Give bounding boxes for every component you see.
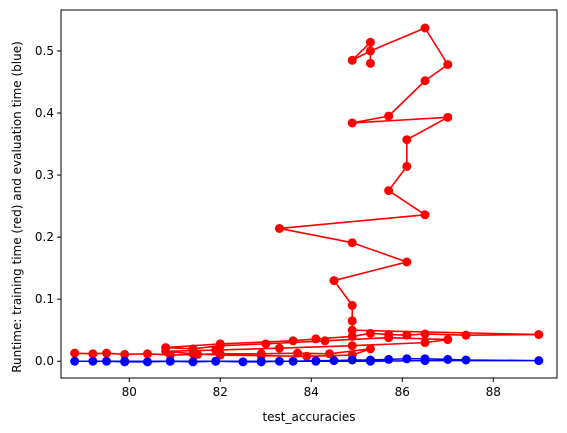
data-point xyxy=(347,316,357,326)
data-point xyxy=(329,276,339,286)
data-point xyxy=(384,354,394,364)
data-point xyxy=(188,344,198,354)
y-tick-label: 0.4 xyxy=(35,106,54,120)
data-point xyxy=(142,357,152,367)
data-point xyxy=(402,257,412,267)
data-point xyxy=(347,325,357,335)
data-point xyxy=(365,37,375,47)
series-1 xyxy=(70,354,544,367)
plot-frame xyxy=(60,9,558,379)
x-tick-label: 86 xyxy=(395,385,410,399)
data-point xyxy=(120,356,130,366)
data-point xyxy=(420,338,430,348)
series-0 xyxy=(70,23,544,361)
data-point xyxy=(420,356,430,366)
data-point xyxy=(256,356,266,366)
data-point xyxy=(420,329,430,339)
data-point xyxy=(288,336,298,346)
y-axis: 0.0 0.1 0.2 0.3 0.4 0.5 xyxy=(35,44,61,368)
data-point xyxy=(274,223,284,233)
data-point xyxy=(70,356,80,366)
data-point xyxy=(347,300,357,310)
data-point xyxy=(384,111,394,121)
data-point xyxy=(365,46,375,56)
data-point xyxy=(384,186,394,196)
data-point xyxy=(384,330,394,340)
data-point xyxy=(365,356,375,366)
data-point xyxy=(70,348,80,358)
y-tick-label: 0.1 xyxy=(35,292,54,306)
data-point xyxy=(102,356,112,366)
data-point xyxy=(88,356,98,366)
data-point xyxy=(443,354,453,364)
data-point xyxy=(120,349,130,359)
data-point xyxy=(402,161,412,171)
data-point xyxy=(365,328,375,338)
data-point xyxy=(347,355,357,365)
y-tick-label: 0.3 xyxy=(35,168,54,182)
data-point xyxy=(347,341,357,351)
data-point xyxy=(420,210,430,220)
data-point xyxy=(302,351,312,361)
plot-area xyxy=(70,23,544,367)
data-point xyxy=(443,335,453,345)
data-point xyxy=(402,354,412,364)
x-axis: 80 82 84 86 88 xyxy=(122,378,501,399)
data-point xyxy=(534,330,544,340)
data-point xyxy=(311,334,321,344)
x-axis-label: test_accuracies xyxy=(262,410,355,424)
series-line xyxy=(74,27,540,358)
data-point xyxy=(443,112,453,122)
data-point xyxy=(311,356,321,366)
data-point xyxy=(88,349,98,359)
data-point xyxy=(347,331,357,341)
data-point xyxy=(347,55,357,65)
data-point xyxy=(365,344,375,354)
data-point xyxy=(274,343,284,353)
data-point xyxy=(215,339,225,349)
data-point xyxy=(288,356,298,366)
data-point xyxy=(161,343,171,353)
data-point xyxy=(211,356,221,366)
data-point xyxy=(365,58,375,68)
data-point xyxy=(142,349,152,359)
data-point xyxy=(238,357,248,367)
data-point xyxy=(102,348,112,358)
data-point xyxy=(461,355,471,365)
x-tick-label: 82 xyxy=(213,385,228,399)
x-tick-label: 80 xyxy=(122,385,137,399)
x-tick-label: 84 xyxy=(304,385,319,399)
data-point xyxy=(329,356,339,366)
data-point xyxy=(274,356,284,366)
y-tick-label: 0.5 xyxy=(35,44,54,58)
data-point xyxy=(461,330,471,340)
data-point xyxy=(165,356,175,366)
data-point xyxy=(261,339,271,349)
data-point xyxy=(420,23,430,33)
data-point xyxy=(402,135,412,145)
data-point xyxy=(534,356,544,366)
x-tick-label: 88 xyxy=(486,385,501,399)
data-point xyxy=(347,118,357,128)
y-tick-label: 0.0 xyxy=(35,354,54,368)
data-point xyxy=(347,238,357,248)
y-axis-label: Runtime: training time (red) and evaluat… xyxy=(10,41,24,373)
data-point xyxy=(188,357,198,367)
y-tick-label: 0.2 xyxy=(35,230,54,244)
data-point xyxy=(420,76,430,86)
data-point xyxy=(293,348,303,358)
data-point xyxy=(320,336,330,346)
data-point xyxy=(443,60,453,70)
data-point xyxy=(402,330,412,340)
data-point xyxy=(324,349,334,359)
